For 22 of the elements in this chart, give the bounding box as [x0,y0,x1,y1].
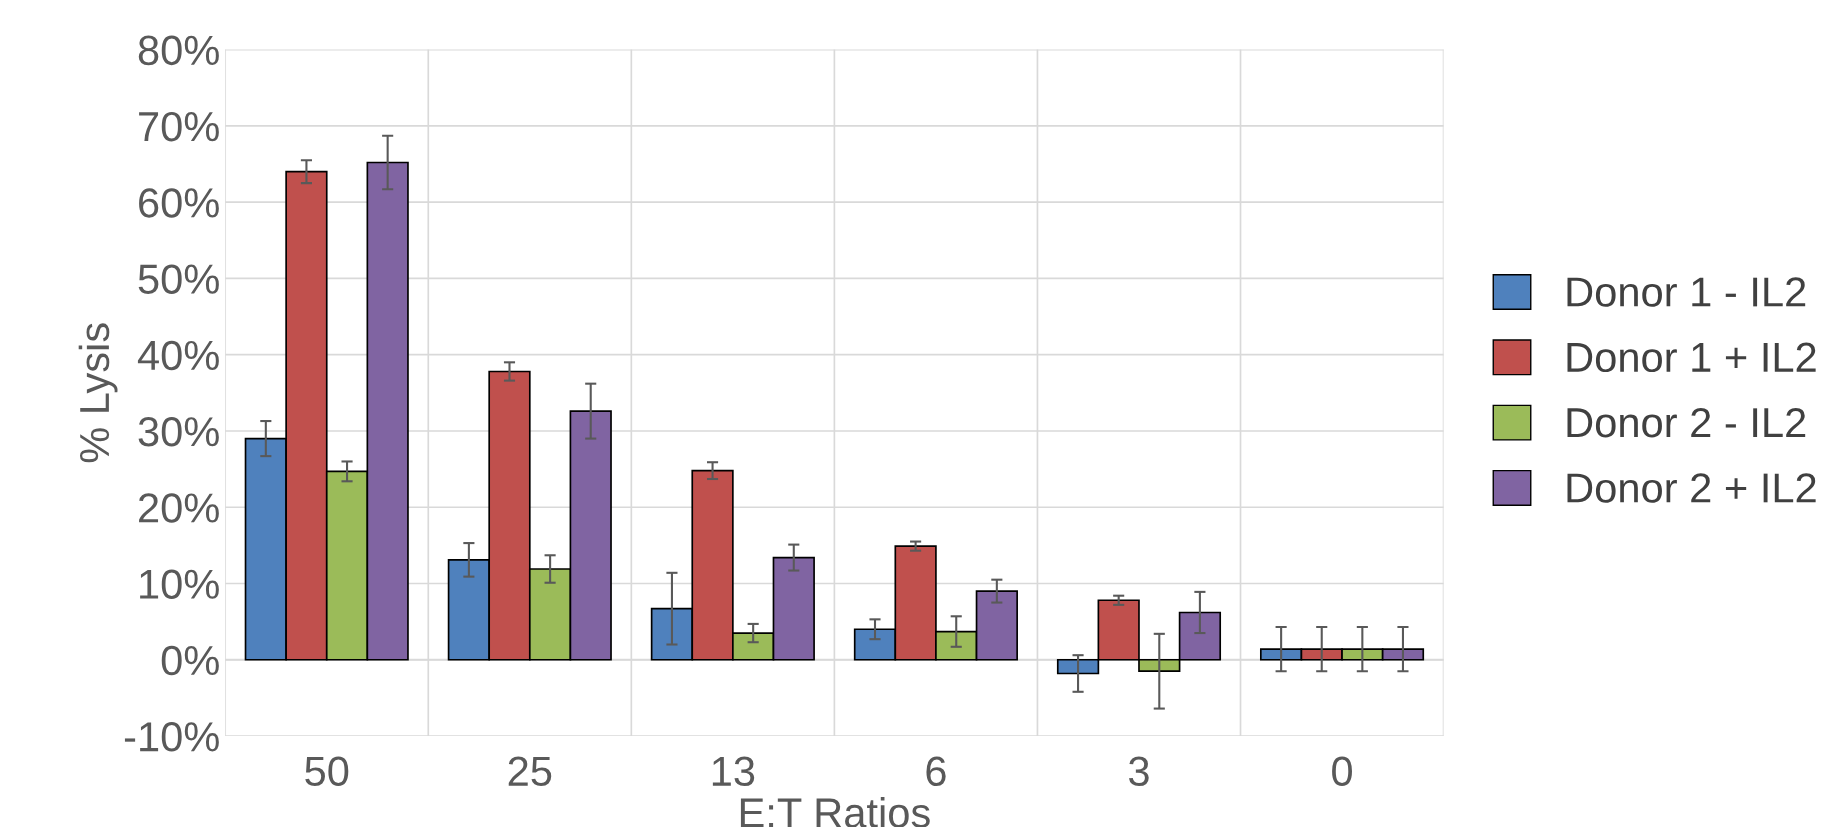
y-tick-label: 10% [140,569,219,599]
x-tick-label: 6 [926,756,946,787]
x-tick-label: 13 [712,756,755,787]
y-tick-label: 20% [139,493,219,523]
y-tick-label: 40% [137,340,219,371]
y-tick-label: 60% [139,188,219,218]
y-tick-label: 0% [161,645,219,676]
legend-label: Donor 2 + IL2 [1567,473,1816,503]
legend-label: Donor 2 - IL2 [1567,407,1806,438]
x-tick-label: 0 [1332,756,1352,787]
x-tick-label: 50 [305,756,349,787]
legend-label: Donor 1 - IL2 [1567,277,1806,307]
x-axis-title: E:T Ratios [740,797,930,827]
y-tick-label: 50% [138,264,219,294]
x-tick-label: 25 [508,756,552,787]
x-tick-label: 3 [1128,756,1149,787]
y-tick-label: 80% [138,35,219,66]
y-axis-title: % Lysis [78,323,118,463]
y-tick-label: 70% [139,111,219,142]
y-tick-label: 30% [138,416,219,447]
y-tick-label: -10% [124,722,219,752]
legend-label: Donor 1 + IL2 [1567,342,1816,373]
